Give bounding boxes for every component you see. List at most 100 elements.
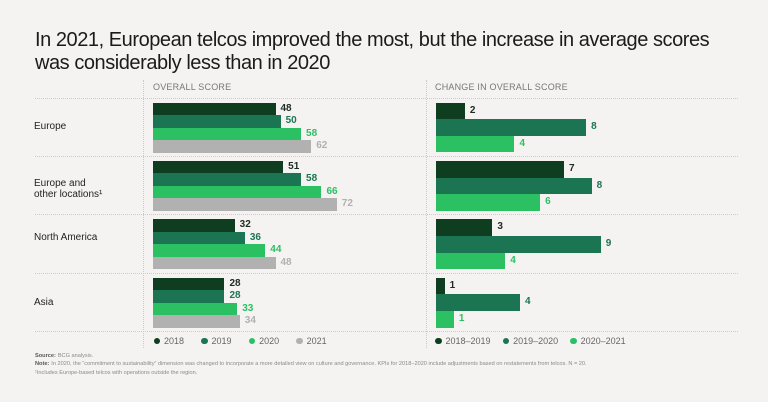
chart-title: In 2021, European telcos improved the mo…: [35, 29, 710, 74]
category-label-asia: Asia: [34, 297, 54, 308]
bar-europe-2019-2020: [435, 119, 587, 136]
bar-europe-and-other-locations-2018-2019: [435, 160, 565, 178]
value-label-north-america-2020-2021: 4: [510, 254, 516, 266]
bar-europe-and-other-locations-2020-2021: [435, 194, 541, 211]
legend-label: 2020: [259, 336, 280, 346]
value-label-europe-and-other-locations-2019-2020: 8: [596, 179, 603, 191]
category-label-europe-and-other: Europe and other locations¹: [34, 177, 103, 201]
value-label-europe-2018: 48: [280, 102, 292, 114]
bar-asia-2020: [153, 302, 238, 316]
category-label-europe: Europe: [34, 121, 67, 132]
legend-change-in-score: 2018–2019 2019–2020 2020–2021: [435, 336, 638, 346]
legend-dot-icon: [201, 337, 208, 345]
legend-dot-icon: [435, 337, 442, 345]
row-separator: [35, 214, 738, 215]
bar-asia-2021: [153, 315, 240, 328]
value-label-europe-2020: 58: [306, 127, 318, 139]
legend-dot-icon: [570, 337, 577, 345]
bar-europe-and-other-locations-2019-2020: [435, 177, 592, 195]
value-label-north-america-2019-2020: 9: [605, 237, 612, 249]
bar-asia-2020-2021: [435, 311, 454, 328]
source-note: Source: BCG analysis.: [35, 352, 587, 361]
legend-item-2019-2020: 2019–2020: [502, 336, 559, 346]
legend-label: 2019–2020: [513, 336, 559, 346]
value-label-europe-and-other-locations-2020-2021: 6: [545, 196, 551, 208]
source-text: BCG analysis.: [57, 352, 94, 359]
value-label-asia-2018: 28: [229, 277, 241, 289]
bar-asia-2018-2019: [435, 277, 445, 295]
legend-overall-score: 2018 2019 2020 2021: [153, 336, 344, 346]
column-separator: [426, 80, 427, 348]
bar-north-america-2018: [153, 219, 235, 232]
bar-north-america-2021: [153, 256, 276, 270]
legend-label: 2019: [211, 336, 232, 346]
panel-title-overall-score: OVERALL SCORE: [153, 82, 232, 92]
legend-label: 2020–2021: [580, 336, 626, 346]
value-label-europe-and-other-locations-2021: 72: [341, 198, 353, 210]
legend-item-2020: 2020: [248, 336, 280, 346]
legend-item-2018: 2018: [153, 336, 185, 346]
value-label-north-america-2021: 48: [280, 256, 292, 268]
bar-europe-2020: [153, 127, 302, 140]
bar-europe-and-other-locations-2019: [153, 173, 302, 186]
value-label-europe-2020-2021: 4: [519, 137, 526, 149]
row-separator: [35, 156, 738, 157]
legend-label: 2018–2019: [445, 336, 491, 346]
footnotes: Source: BCG analysis. Note: In 2020, the “…: [35, 352, 587, 378]
bar-europe-and-other-locations-2020: [153, 185, 322, 199]
bar-europe-and-other-locations-2018: [153, 160, 284, 174]
bar-europe-2018-2019: [435, 102, 465, 120]
legend-item-2020-2021: 2020–2021: [570, 336, 626, 346]
legend-label: 2021: [306, 336, 327, 346]
column-separator: [143, 80, 144, 348]
row-separator: [35, 272, 738, 274]
bar-asia-2019-2020: [435, 294, 520, 312]
source-label: Source:: [35, 352, 56, 359]
value-label-europe-and-other-locations-2020: 66: [326, 185, 338, 197]
legend-dot-icon: [502, 337, 510, 345]
bar-north-america-2020: [153, 244, 266, 257]
value-label-europe-2019: 50: [285, 115, 297, 126]
legend-item-2018-2019: 2018–2019: [435, 336, 491, 346]
bar-asia-2018: [153, 277, 225, 291]
row-separator: [35, 331, 738, 332]
value-label-europe-and-other-locations-2018-2019: 7: [569, 162, 575, 174]
bar-north-america-2020-2021: [435, 252, 506, 270]
legend-item-2019: 2019: [201, 336, 232, 346]
value-label-europe-and-other-locations-2018: 51: [288, 160, 300, 172]
change-in-score-plot: 2 8 4 7 8 6 3 9 4 1 4 1: [435, 102, 739, 333]
value-label-europe-2021: 62: [316, 140, 328, 151]
bar-europe-2021: [153, 140, 312, 153]
value-label-north-america-2019: 36: [249, 231, 261, 243]
bar-europe-2020-2021: [435, 135, 515, 153]
bar-asia-2019: [153, 290, 225, 303]
row-separator: [35, 98, 738, 99]
methodology-note: Note: In 2020, the “commitment to sustain…: [35, 360, 587, 369]
value-label-asia-2020: 33: [242, 302, 254, 314]
panel-title-change-in-score: CHANGE IN OVERALL SCORE: [435, 82, 568, 92]
legend-dot-icon: [153, 337, 160, 345]
value-label-europe-2019-2020: 8: [591, 121, 597, 133]
value-label-north-america-2020: 44: [270, 244, 282, 256]
category-label-north-america: North America: [34, 232, 98, 243]
legend-item-2021: 2021: [296, 336, 327, 346]
value-label-asia-2019-2020: 4: [524, 296, 531, 308]
legend-label: 2018: [164, 336, 185, 346]
overall-score-plot: 48 50 58 62 51 58 66 72 32 36 44 48 28 28 33 34: [153, 102, 421, 333]
value-label-europe-and-other-locations-2019: 58: [306, 173, 318, 185]
bar-europe-2019: [153, 115, 281, 128]
value-label-asia-2018-2019: 1: [449, 279, 456, 291]
value-label-asia-2019: 28: [229, 290, 241, 302]
bar-north-america-2019-2020: [435, 235, 601, 253]
legend-dot-icon: [248, 337, 256, 345]
bar-europe-2018: [153, 102, 276, 115]
legend-dot-icon: [296, 337, 303, 345]
note-text: In 2020, the “commitment to sustainabili…: [51, 361, 587, 368]
value-label-north-america-2018: 32: [239, 219, 251, 231]
bar-north-america-2018-2019: [435, 219, 493, 236]
note-label: Note:: [35, 361, 50, 368]
value-label-north-america-2018-2019: 3: [497, 221, 503, 233]
footnote-1: ¹Includes Europe-based telcos with opera…: [35, 369, 198, 376]
bar-north-america-2019: [153, 231, 245, 245]
